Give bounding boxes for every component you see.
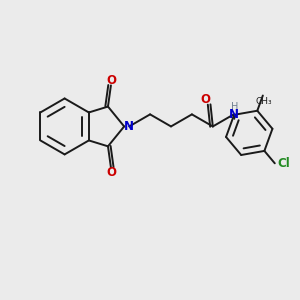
Text: H: H <box>231 102 238 112</box>
Text: O: O <box>200 93 210 106</box>
Text: N: N <box>229 109 239 122</box>
Text: Cl: Cl <box>277 157 290 170</box>
Text: O: O <box>106 74 116 87</box>
Text: N: N <box>124 120 134 133</box>
Text: CH₃: CH₃ <box>255 98 272 106</box>
Text: O: O <box>106 166 116 179</box>
